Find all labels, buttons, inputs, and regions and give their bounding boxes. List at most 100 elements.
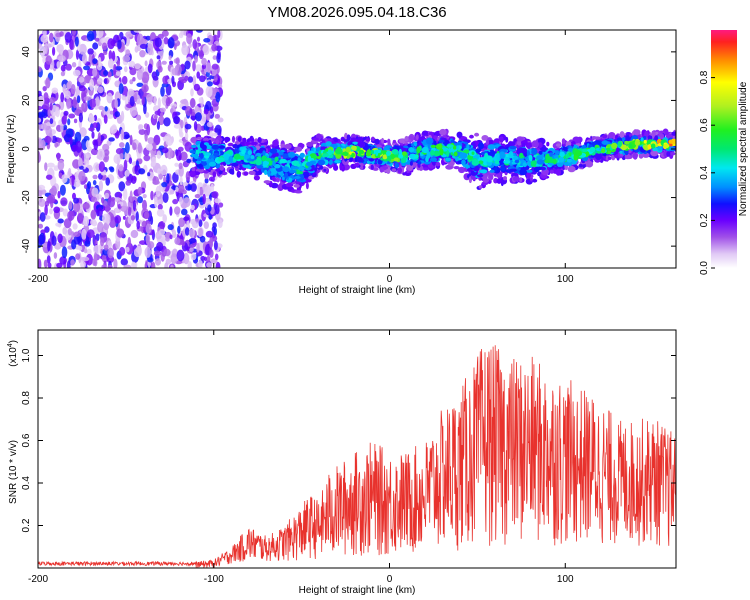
spectrogram-band-cell (228, 155, 233, 163)
spectrogram-noise-cell (186, 33, 193, 45)
spectrogram-band-cell (628, 143, 633, 149)
spectrogram-noise-cell (143, 103, 147, 115)
spectrogram-noise-cell (85, 253, 93, 266)
spectrogram-noise-cell (165, 97, 171, 107)
spectrogram-band-cell (567, 165, 576, 173)
spectrogram-noise-cell (171, 229, 177, 239)
spectrogram-noise-cell (181, 240, 186, 247)
spectrogram-noise-cell (157, 199, 162, 205)
spectrogram-band-cell (189, 171, 196, 178)
spectrogram-noise-cell (217, 117, 224, 123)
spectrogram-band-cell (519, 159, 527, 164)
spectrogram-noise-cell (65, 63, 72, 71)
spectrogram-band-cell (549, 169, 554, 174)
spectrogram-band-cell (288, 169, 297, 174)
spectrogram-band-cell (578, 163, 583, 168)
spectrogram-band-cell (261, 155, 268, 162)
spectrogram-band-cell (668, 143, 673, 147)
spectrogram-noise-cell (131, 261, 137, 268)
spectrogram-noise-cell (75, 140, 82, 153)
spectrogram-noise-cell (40, 34, 49, 44)
svg-text:(x104): (x104) (7, 340, 19, 367)
snr-series-line (38, 345, 676, 568)
spectrogram-noise-cell (38, 111, 46, 118)
spectrogram-noise-cell (100, 237, 105, 247)
spectrogram-noise-cell (78, 245, 83, 251)
spectrogram-noise-cell (49, 32, 54, 43)
spectrogram-noise-cell (100, 37, 108, 44)
spectrogram-noise-cell (156, 150, 162, 159)
spectrogram-noise-cell (187, 184, 192, 191)
spectrogram-noise-cell (190, 253, 197, 261)
spectrogram-band-cell (545, 153, 551, 161)
spectrogram-band-cell (282, 166, 290, 173)
spectrogram-band-cell (437, 137, 441, 141)
spectrogram-band-cell (262, 150, 266, 156)
spectrogram-noise-cell (125, 180, 131, 186)
spectrogram-noise-cell (212, 132, 218, 137)
spectrogram-noise-cell (51, 87, 59, 94)
spectrogram-noise-cell (97, 132, 102, 144)
spectrogram-noise-cell (55, 222, 62, 227)
spectrogram-noise-cell (165, 236, 170, 242)
snr-multiplier-exponent: 4 (7, 343, 14, 347)
spectrogram-band-cell (456, 131, 463, 138)
spectrogram-noise-cell (39, 46, 47, 56)
spectrogram-band-cell (498, 136, 504, 143)
spectrogram-band-cell (485, 139, 490, 146)
spectrogram-band-cell (257, 137, 262, 143)
spectrogram-noise-cell (193, 121, 198, 131)
spectrogram-band-cell (267, 169, 271, 177)
spectrogram-noise-cell (80, 261, 86, 268)
snr-frame (37, 329, 677, 569)
spectrogram-band-cell (552, 158, 557, 165)
spectrogram-noise-cell (98, 180, 104, 192)
spectrogram-band-cell (446, 150, 450, 158)
spectrogram-band-cell (314, 154, 317, 159)
spectrogram-noise-cell (151, 156, 157, 167)
spectrogram-band-cell (380, 150, 387, 154)
spectrogram-band-cell (593, 136, 601, 140)
spectrogram-band-cell (233, 153, 241, 160)
spectrogram-band-cell (394, 162, 400, 169)
colorbar-tick-label: 0.6 (699, 118, 710, 132)
spectrogram-noise-cell (156, 120, 160, 130)
spectrogram-noise-cell (97, 77, 103, 85)
spectrogram-noise-cell (190, 218, 197, 225)
spectrogram-noise-cell (67, 118, 71, 126)
spectrogram-noise-cell (132, 200, 136, 212)
spectrogram-band-cell (205, 144, 212, 150)
spectrogram-noise-cell (198, 49, 204, 60)
spectrogram-noise-cell (160, 164, 168, 176)
spectrogram-noise-cell (154, 110, 161, 116)
spectrogram-noise-cell (175, 186, 179, 192)
spectrogram-noise-cell (38, 184, 46, 191)
spectrogram-band-cell (256, 164, 264, 169)
spectrogram-noise-cell (134, 46, 139, 53)
spectrogram-noise-cell (210, 183, 215, 193)
spectrogram-band-cell (558, 156, 565, 163)
spectrogram-noise-cell (175, 57, 180, 65)
spectrogram-noise-cell (217, 30, 221, 39)
spectrogram-band-cell (306, 161, 313, 167)
spectrogram-band-cell (276, 177, 280, 183)
spectrogram-noise-cell (111, 197, 115, 202)
spectrogram-band-cell (471, 151, 475, 155)
colorbar-tick-label: 0.8 (699, 70, 710, 84)
spectrogram-noise-cell (132, 77, 136, 82)
spectrogram-band-cell (381, 166, 389, 170)
spectrogram-band-cell (532, 178, 538, 183)
spectrogram-noise-cell (136, 114, 142, 121)
spectrogram-noise-cell (59, 31, 64, 37)
spectrogram-noise-cell (128, 60, 136, 68)
spectrogram-band-cell (533, 166, 540, 173)
spectrogram-noise-cell (212, 222, 217, 229)
spectrogram-noise-cell (180, 99, 188, 105)
snr-y-tick-label: 1.0 (21, 348, 32, 362)
spectrogram-band-cell (422, 167, 429, 171)
spectrogram-y-tick-label: 20 (21, 94, 32, 106)
spectrogram-noise-cell (188, 228, 196, 238)
spectrogram-band-cell (408, 147, 415, 153)
spectrogram-band-cell (316, 156, 321, 159)
spectrogram-band-cell (365, 137, 370, 142)
